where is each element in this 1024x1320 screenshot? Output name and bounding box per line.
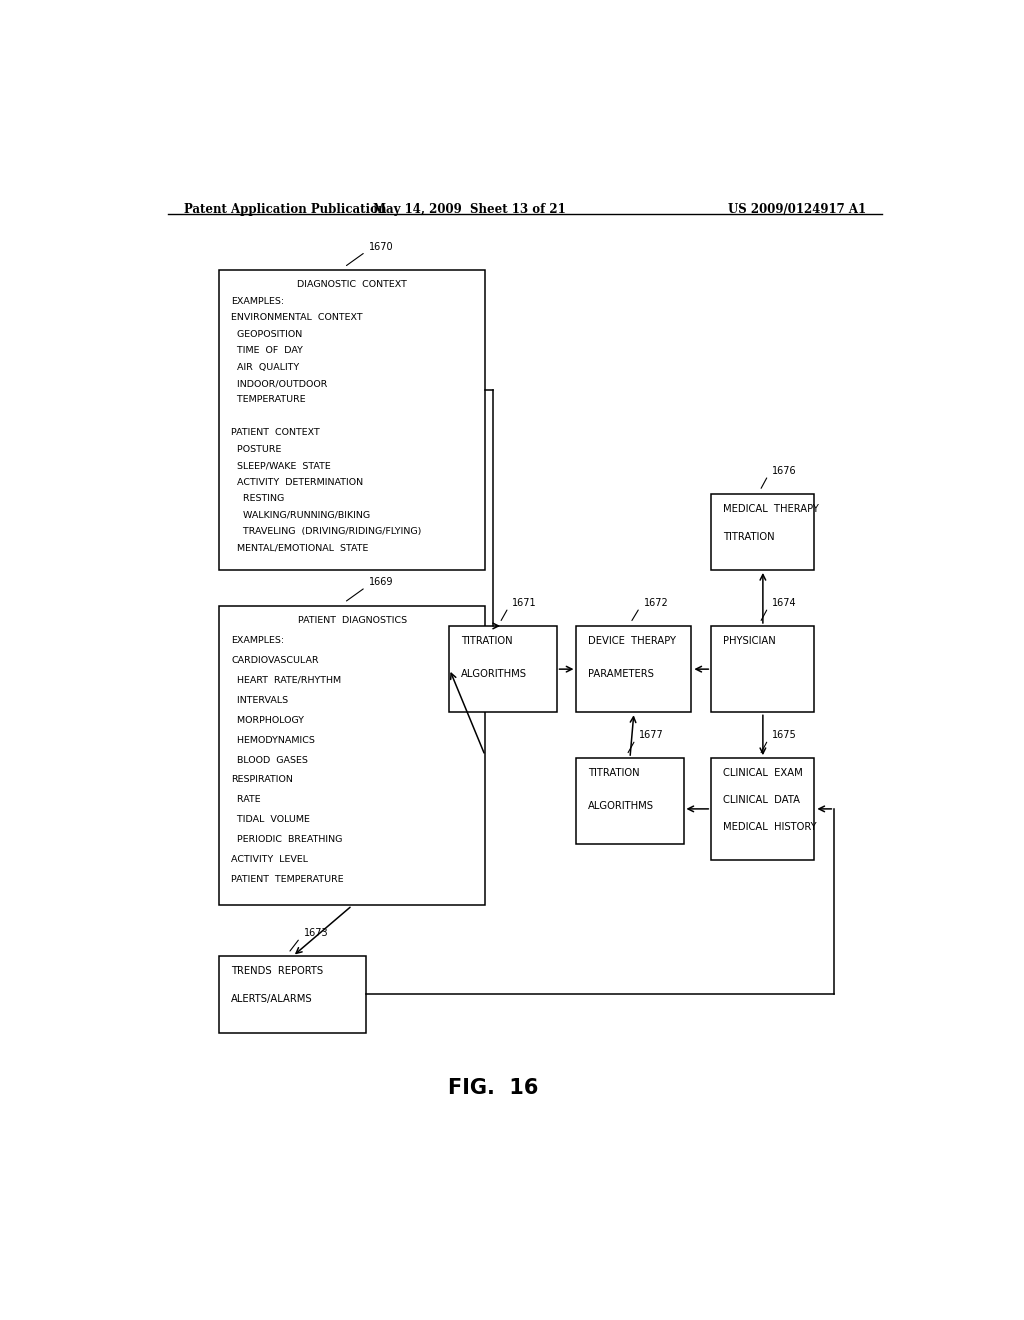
Text: MEDICAL  HISTORY: MEDICAL HISTORY [723,822,817,833]
Text: TIDAL  VOLUME: TIDAL VOLUME [231,816,310,825]
Text: US 2009/0124917 A1: US 2009/0124917 A1 [728,203,866,216]
Text: TITRATION: TITRATION [462,636,513,645]
Text: ALERTS/ALARMS: ALERTS/ALARMS [231,994,312,1005]
Text: 1673: 1673 [304,928,329,939]
Text: POSTURE: POSTURE [231,445,282,454]
Text: SLEEP/WAKE  STATE: SLEEP/WAKE STATE [231,461,331,470]
Text: EXAMPLES:: EXAMPLES: [231,636,285,644]
Text: TITRATION: TITRATION [588,768,640,779]
Text: ACTIVITY  DETERMINATION: ACTIVITY DETERMINATION [231,478,364,487]
Bar [450,626,557,713]
Text: AIR  QUALITY: AIR QUALITY [231,363,299,371]
Text: PATIENT  TEMPERATURE: PATIENT TEMPERATURE [231,875,344,884]
Text: 1677: 1677 [639,730,664,739]
Text: ALGORITHMS: ALGORITHMS [588,801,654,812]
Text: PERIODIC  BREATHING: PERIODIC BREATHING [231,836,343,845]
Text: 1670: 1670 [370,242,394,252]
Text: 1674: 1674 [772,598,797,607]
Text: May 14, 2009  Sheet 13 of 21: May 14, 2009 Sheet 13 of 21 [373,203,565,216]
Text: TRENDS  REPORTS: TRENDS REPORTS [231,966,324,977]
Text: CLINICAL  EXAM: CLINICAL EXAM [723,768,803,779]
Text: DEVICE  THERAPY: DEVICE THERAPY [588,636,676,645]
Text: INDOOR/OUTDOOR: INDOOR/OUTDOOR [231,379,328,388]
Text: 1671: 1671 [512,598,537,607]
Text: PARAMETERS: PARAMETERS [588,669,654,680]
Bar [219,606,485,906]
Text: ALGORITHMS: ALGORITHMS [462,669,527,680]
Text: TITRATION: TITRATION [723,532,775,543]
Text: EXAMPLES:: EXAMPLES: [231,297,285,306]
Bar [712,626,814,713]
Text: INTERVALS: INTERVALS [231,696,289,705]
Text: TEMPERATURE: TEMPERATURE [231,396,306,404]
Text: PATIENT  CONTEXT: PATIENT CONTEXT [231,429,319,437]
Text: 1675: 1675 [772,730,797,739]
Text: WALKING/RUNNING/BIKING: WALKING/RUNNING/BIKING [231,511,371,520]
Text: MENTAL/EMOTIONAL  STATE: MENTAL/EMOTIONAL STATE [231,544,369,553]
Text: Patent Application Publication: Patent Application Publication [183,203,386,216]
Bar [577,758,684,845]
Bar [712,758,814,859]
Text: PHYSICIAN: PHYSICIAN [723,636,776,645]
Text: FIG.  16: FIG. 16 [447,1078,539,1098]
Text: RATE: RATE [231,796,261,804]
Text: GEOPOSITION: GEOPOSITION [231,330,302,339]
Text: ACTIVITY  LEVEL: ACTIVITY LEVEL [231,855,308,865]
Text: TIME  OF  DAY: TIME OF DAY [231,346,303,355]
Bar [219,271,485,570]
Text: PATIENT  DIAGNOSTICS: PATIENT DIAGNOSTICS [298,615,407,624]
Text: HEMODYNAMICS: HEMODYNAMICS [231,735,315,744]
Text: RESTING: RESTING [231,494,285,503]
Text: CLINICAL  DATA: CLINICAL DATA [723,796,800,805]
Text: CARDIOVASCULAR: CARDIOVASCULAR [231,656,318,665]
Text: 1672: 1672 [644,598,669,607]
Text: MORPHOLOGY: MORPHOLOGY [231,715,304,725]
Bar [577,626,691,713]
Text: TRAVELING  (DRIVING/RIDING/FLYING): TRAVELING (DRIVING/RIDING/FLYING) [231,527,422,536]
Text: HEART  RATE/RHYTHM: HEART RATE/RHYTHM [231,676,341,685]
Text: DIAGNOSTIC  CONTEXT: DIAGNOSTIC CONTEXT [297,280,408,289]
Text: ENVIRONMENTAL  CONTEXT: ENVIRONMENTAL CONTEXT [231,313,362,322]
Bar [219,956,367,1032]
Text: 1669: 1669 [370,577,394,587]
Text: RESPIRATION: RESPIRATION [231,776,293,784]
Bar [712,494,814,570]
Text: MEDICAL  THERAPY: MEDICAL THERAPY [723,504,819,513]
Text: BLOOD  GASES: BLOOD GASES [231,755,308,764]
Text: 1676: 1676 [772,466,797,475]
